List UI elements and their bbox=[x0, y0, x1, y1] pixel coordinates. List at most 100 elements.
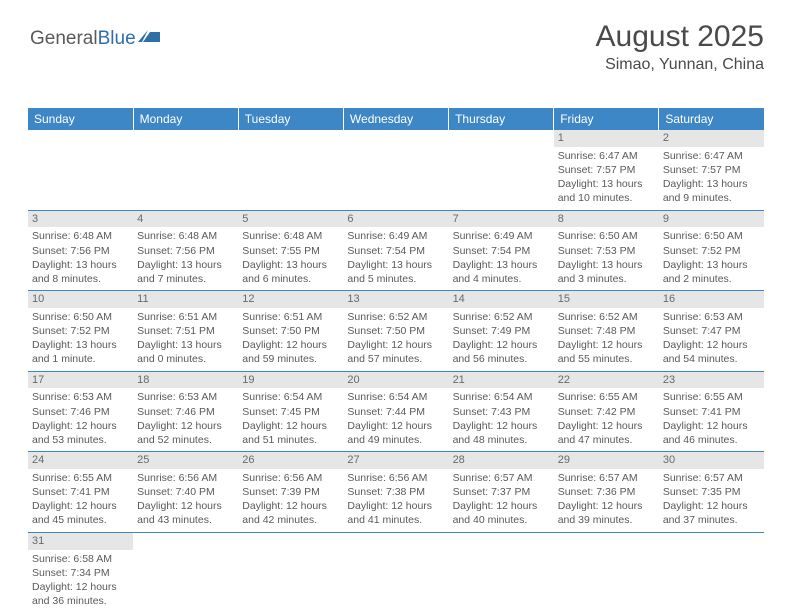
daylight-text: Daylight: 12 hours and 46 minutes. bbox=[663, 419, 760, 447]
calendar-cell: 28Sunrise: 6:57 AMSunset: 7:37 PMDayligh… bbox=[449, 452, 554, 533]
day-number: 5 bbox=[238, 211, 343, 228]
day-number: 29 bbox=[554, 452, 659, 469]
daylight-text: Daylight: 13 hours and 4 minutes. bbox=[453, 258, 550, 286]
calendar-cell: 15 Sunrise: 6:52 AMSunset: 7:48 PMDayligh… bbox=[554, 291, 659, 372]
weekday-header-row: Sunday Monday Tuesday Wednesday Thursday… bbox=[28, 108, 764, 130]
sunrise-text: Sunrise: 6:55 AM bbox=[558, 390, 655, 404]
sunrise-text: Sunrise: 6:54 AM bbox=[242, 390, 339, 404]
calendar-cell: 21Sunrise: 6:54 AMSunset: 7:43 PMDayligh… bbox=[449, 371, 554, 452]
day-number: 19 bbox=[238, 372, 343, 389]
sunset-text: Sunset: 7:40 PM bbox=[137, 485, 234, 499]
sunrise-text: Sunrise: 6:49 AM bbox=[453, 229, 550, 243]
weekday-header: Sunday bbox=[28, 108, 133, 130]
daylight-text: Daylight: 12 hours and 43 minutes. bbox=[137, 499, 234, 527]
calendar-cell: 16Sunrise: 6:53 AMSunset: 7:47 PMDayligh… bbox=[659, 291, 764, 372]
daylight-text: Daylight: 13 hours and 8 minutes. bbox=[32, 258, 129, 286]
sunset-text: Sunset: 7:48 PM bbox=[558, 324, 655, 338]
calendar-cell bbox=[449, 532, 554, 612]
sunset-text: Sunset: 7:38 PM bbox=[347, 485, 444, 499]
calendar-cell: 30Sunrise: 6:57 AMSunset: 7:35 PMDayligh… bbox=[659, 452, 764, 533]
sunrise-text: Sunrise: 6:53 AM bbox=[32, 390, 129, 404]
sunset-text: Sunset: 7:46 PM bbox=[137, 405, 234, 419]
day-number: 14 bbox=[449, 291, 554, 308]
sunrise-text: Sunrise: 6:55 AM bbox=[32, 471, 129, 485]
calendar-cell: 20Sunrise: 6:54 AMSunset: 7:44 PMDayligh… bbox=[343, 371, 448, 452]
calendar-table: Sunday Monday Tuesday Wednesday Thursday… bbox=[28, 108, 764, 612]
weekday-header: Friday bbox=[554, 108, 659, 130]
day-number: 2 bbox=[659, 130, 764, 147]
sunrise-text: Sunrise: 6:57 AM bbox=[663, 471, 760, 485]
daylight-text: Daylight: 12 hours and 39 minutes. bbox=[558, 499, 655, 527]
sunrise-text: Sunrise: 6:47 AM bbox=[663, 149, 760, 163]
daylight-text: Daylight: 13 hours and 6 minutes. bbox=[242, 258, 339, 286]
sunset-text: Sunset: 7:57 PM bbox=[558, 163, 655, 177]
sunrise-text: Sunrise: 6:48 AM bbox=[32, 229, 129, 243]
header-right: August 2025 Simao, Yunnan, China bbox=[596, 20, 764, 74]
day-number: 26 bbox=[238, 452, 343, 469]
sunset-text: Sunset: 7:52 PM bbox=[663, 244, 760, 258]
daylight-text: Daylight: 13 hours and 5 minutes. bbox=[347, 258, 444, 286]
sunset-text: Sunset: 7:54 PM bbox=[347, 244, 444, 258]
calendar-row: 31Sunrise: 6:58 AMSunset: 7:34 PMDayligh… bbox=[28, 532, 764, 612]
logo-text-1: General bbox=[30, 28, 98, 50]
daylight-text: Daylight: 13 hours and 7 minutes. bbox=[137, 258, 234, 286]
weekday-header: Saturday bbox=[659, 108, 764, 130]
sunrise-text: Sunrise: 6:55 AM bbox=[663, 390, 760, 404]
sunrise-text: Sunrise: 6:50 AM bbox=[663, 229, 760, 243]
day-number: 31 bbox=[28, 533, 133, 550]
calendar-cell bbox=[238, 130, 343, 210]
calendar-cell bbox=[343, 532, 448, 612]
calendar-cell: 12Sunrise: 6:51 AMSunset: 7:50 PMDayligh… bbox=[238, 291, 343, 372]
sunrise-text: Sunrise: 6:54 AM bbox=[347, 390, 444, 404]
calendar-cell: 24Sunrise: 6:55 AMSunset: 7:41 PMDayligh… bbox=[28, 452, 133, 533]
day-number: 9 bbox=[659, 211, 764, 228]
sunrise-text: Sunrise: 6:50 AM bbox=[558, 229, 655, 243]
day-number: 15 bbox=[554, 291, 659, 308]
sunrise-text: Sunrise: 6:51 AM bbox=[137, 310, 234, 324]
day-number: 3 bbox=[28, 211, 133, 228]
calendar-row: 10Sunrise: 6:50 AMSunset: 7:52 PMDayligh… bbox=[28, 291, 764, 372]
day-number: 20 bbox=[343, 372, 448, 389]
calendar-cell: 11Sunrise: 6:51 AMSunset: 7:51 PMDayligh… bbox=[133, 291, 238, 372]
day-number: 18 bbox=[133, 372, 238, 389]
sunset-text: Sunset: 7:49 PM bbox=[453, 324, 550, 338]
sunset-text: Sunset: 7:45 PM bbox=[242, 405, 339, 419]
calendar-cell: 23Sunrise: 6:55 AMSunset: 7:41 PMDayligh… bbox=[659, 371, 764, 452]
day-number: 24 bbox=[28, 452, 133, 469]
day-number: 28 bbox=[449, 452, 554, 469]
daylight-text: Daylight: 12 hours and 37 minutes. bbox=[663, 499, 760, 527]
sunset-text: Sunset: 7:50 PM bbox=[242, 324, 339, 338]
sunrise-text: Sunrise: 6:49 AM bbox=[347, 229, 444, 243]
daylight-text: Daylight: 12 hours and 45 minutes. bbox=[32, 499, 129, 527]
sunset-text: Sunset: 7:34 PM bbox=[32, 566, 129, 580]
day-number: 1 bbox=[554, 130, 659, 147]
daylight-text: Daylight: 12 hours and 59 minutes. bbox=[242, 338, 339, 366]
daylight-text: Daylight: 12 hours and 42 minutes. bbox=[242, 499, 339, 527]
sunrise-text: Sunrise: 6:56 AM bbox=[137, 471, 234, 485]
calendar-cell bbox=[133, 532, 238, 612]
calendar-cell: 25Sunrise: 6:56 AMSunset: 7:40 PMDayligh… bbox=[133, 452, 238, 533]
daylight-text: Daylight: 12 hours and 52 minutes. bbox=[137, 419, 234, 447]
sunset-text: Sunset: 7:52 PM bbox=[32, 324, 129, 338]
calendar-cell: 17Sunrise: 6:53 AMSunset: 7:46 PMDayligh… bbox=[28, 371, 133, 452]
sunset-text: Sunset: 7:54 PM bbox=[453, 244, 550, 258]
sunrise-text: Sunrise: 6:56 AM bbox=[347, 471, 444, 485]
sunset-text: Sunset: 7:41 PM bbox=[663, 405, 760, 419]
calendar-cell: 10Sunrise: 6:50 AMSunset: 7:52 PMDayligh… bbox=[28, 291, 133, 372]
sunset-text: Sunset: 7:46 PM bbox=[32, 405, 129, 419]
day-number: 11 bbox=[133, 291, 238, 308]
sunrise-text: Sunrise: 6:58 AM bbox=[32, 552, 129, 566]
daylight-text: Daylight: 13 hours and 2 minutes. bbox=[663, 258, 760, 286]
day-number: 30 bbox=[659, 452, 764, 469]
day-number: 21 bbox=[449, 372, 554, 389]
sunrise-text: Sunrise: 6:52 AM bbox=[558, 310, 655, 324]
day-number: 6 bbox=[343, 211, 448, 228]
daylight-text: Daylight: 12 hours and 55 minutes. bbox=[558, 338, 655, 366]
day-number: 27 bbox=[343, 452, 448, 469]
day-number: 7 bbox=[449, 211, 554, 228]
calendar-row: 24Sunrise: 6:55 AMSunset: 7:41 PMDayligh… bbox=[28, 452, 764, 533]
daylight-text: Daylight: 12 hours and 48 minutes. bbox=[453, 419, 550, 447]
daylight-text: Daylight: 13 hours and 0 minutes. bbox=[137, 338, 234, 366]
daylight-text: Daylight: 12 hours and 56 minutes. bbox=[453, 338, 550, 366]
sunset-text: Sunset: 7:53 PM bbox=[558, 244, 655, 258]
